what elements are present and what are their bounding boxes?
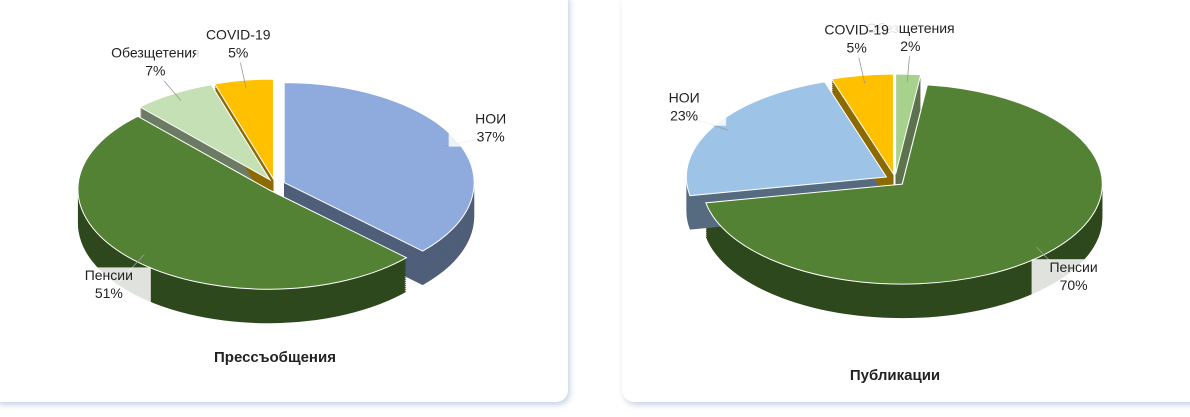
label-bg: [1031, 259, 1116, 296]
label-bg: [196, 26, 281, 63]
label-bg: [66, 267, 151, 304]
slice-value: 2%: [900, 38, 920, 54]
slice-value: 7%: [145, 62, 165, 78]
slice: [830, 73, 894, 176]
slice-label: COVID-19: [206, 26, 271, 42]
slice-label: НОИ: [475, 110, 506, 126]
slice-label: COVID-19: [824, 21, 889, 37]
slice-value: 23%: [670, 107, 698, 123]
slice-value: 37%: [477, 128, 505, 144]
slice: [138, 84, 272, 182]
slice: [213, 78, 274, 181]
chart-title: Публикации: [850, 367, 940, 384]
slice-label: Пенсии: [85, 267, 133, 283]
slice: [685, 81, 888, 197]
label-bg: [814, 21, 899, 58]
slice-value: 70%: [1060, 277, 1088, 293]
slice-value: 5%: [228, 44, 248, 60]
slice-value: 51%: [95, 285, 123, 301]
label-bg: [642, 89, 727, 126]
slice-value: 5%: [847, 39, 867, 55]
slice: [77, 115, 408, 290]
label-bg: [113, 44, 198, 81]
slice-label: НОИ: [669, 89, 700, 105]
chart-title: Прессъобщения: [214, 349, 336, 366]
label-bg: [448, 110, 533, 147]
slice-label: Пенсии: [1049, 259, 1097, 275]
slice-label: Обезщетения: [111, 44, 200, 60]
slice: [705, 84, 1103, 285]
